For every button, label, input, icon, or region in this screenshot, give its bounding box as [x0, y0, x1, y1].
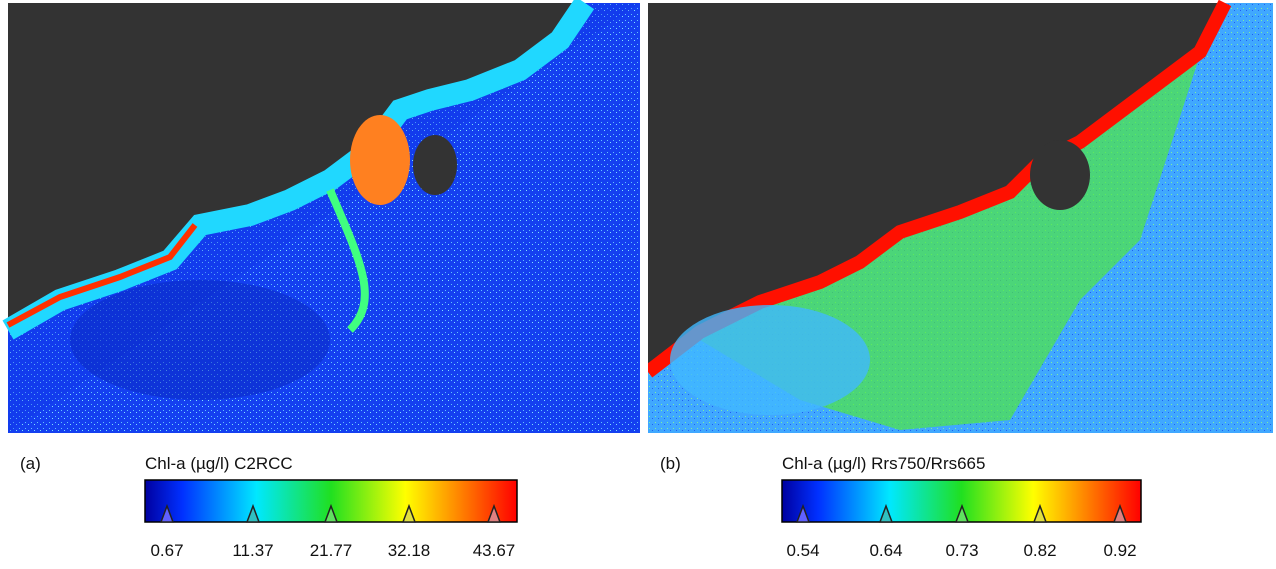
tick-label: 32.18 — [388, 541, 431, 560]
map-a — [8, 3, 640, 433]
colorbar-title: Chl-a (µg/l) C2RCC — [145, 454, 293, 473]
colorbar-title: Chl-a (µg/l) Rrs750/Rrs665 — [782, 454, 985, 473]
tick-label: 0.67 — [150, 541, 183, 560]
figure: (a) Chl-a (µg/l) C2RCC (b) Chl-a (µg/l) … — [0, 0, 1276, 564]
tick-label: 11.37 — [232, 541, 273, 560]
tick-label: 0.82 — [1023, 541, 1056, 560]
tick-label: 0.54 — [786, 541, 819, 560]
tick-label: 21.77 — [310, 541, 353, 560]
tick-label: 0.73 — [945, 541, 978, 560]
tick-label: 43.67 — [473, 541, 516, 560]
tick-label: 0.92 — [1103, 541, 1136, 560]
map-b — [648, 3, 1273, 433]
tick-label: 0.64 — [869, 541, 902, 560]
panel-label: (a) — [20, 454, 41, 473]
page: (a) Chl-a (µg/l) C2RCC (b) Chl-a (µg/l) … — [0, 0, 1276, 569]
panel-label: (b) — [660, 454, 681, 473]
